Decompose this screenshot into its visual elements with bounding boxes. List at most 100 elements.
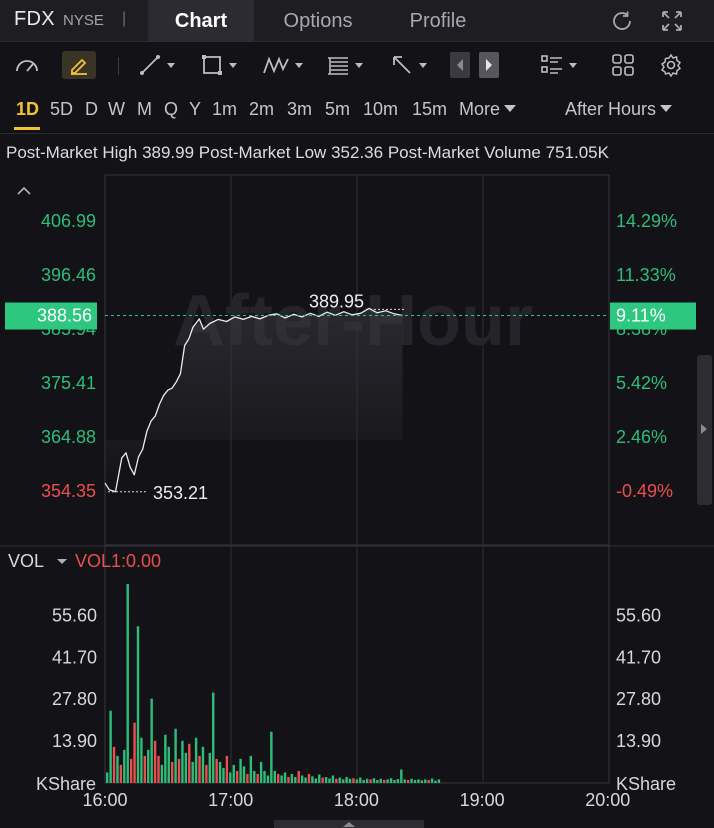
time-axis-label: 20:00 bbox=[585, 790, 630, 810]
volume-bar bbox=[324, 776, 328, 783]
volume-bar bbox=[136, 626, 140, 783]
price-axis-label-left: 406.99 bbox=[41, 211, 96, 231]
volume-bar bbox=[239, 758, 242, 783]
timeframe-y[interactable]: Y bbox=[189, 99, 202, 119]
grid-tool[interactable] bbox=[611, 51, 635, 79]
volume-bar bbox=[242, 766, 246, 783]
volume-bar bbox=[208, 752, 211, 783]
volume-bar bbox=[417, 779, 420, 783]
volume-bar bbox=[290, 773, 294, 783]
timeframe-w[interactable]: W bbox=[108, 99, 125, 119]
timeframe-15m[interactable]: 15m bbox=[412, 99, 448, 119]
volume-axis-label-left: 55.60 bbox=[52, 605, 97, 625]
post-market-stats: Post-Market High 389.99 Post-Market Low … bbox=[6, 143, 609, 163]
volume-bar bbox=[437, 779, 441, 783]
volume-bar bbox=[307, 773, 311, 783]
pattern-icon bbox=[263, 56, 289, 74]
volume-bar bbox=[218, 761, 222, 783]
drawing-toolbar bbox=[0, 43, 714, 87]
ticker-symbol: FDX bbox=[14, 8, 55, 30]
volume-unit-right: KShare bbox=[616, 774, 676, 794]
volume-bar bbox=[112, 746, 116, 783]
fibonacci-icon bbox=[328, 57, 348, 75]
volume-bar bbox=[198, 755, 201, 783]
trendline-tool[interactable] bbox=[138, 51, 175, 79]
volume-bar bbox=[263, 770, 266, 783]
volume-panel-label: VOL bbox=[8, 551, 44, 571]
timeframe-m[interactable]: M bbox=[137, 99, 152, 119]
layout-list-icon bbox=[541, 55, 562, 74]
tab-profile[interactable]: Profile bbox=[409, 10, 467, 32]
timeframe-1m[interactable]: 1m bbox=[212, 99, 238, 119]
volume-bar bbox=[280, 775, 283, 783]
refresh-icon[interactable] bbox=[610, 9, 634, 33]
exchange-label: NYSE bbox=[63, 12, 104, 29]
volume-bar bbox=[140, 737, 143, 783]
volume-bar bbox=[153, 740, 157, 783]
volume-bar bbox=[362, 779, 365, 783]
volume-bar bbox=[406, 779, 410, 783]
timeframe-2m[interactable]: 2m bbox=[249, 99, 275, 119]
session-caret-icon bbox=[660, 105, 673, 112]
volume-axis-label-right: 41.70 bbox=[616, 647, 661, 667]
time-axis-label: 17:00 bbox=[208, 790, 253, 810]
volume-bar bbox=[215, 758, 218, 783]
pattern-caret bbox=[295, 62, 303, 68]
volume-bar bbox=[379, 778, 382, 783]
volume-bar bbox=[383, 779, 386, 783]
timeframe-1d[interactable]: 1D bbox=[16, 99, 40, 119]
rectangle-tool[interactable] bbox=[200, 51, 237, 79]
settings-tool[interactable] bbox=[659, 51, 683, 79]
timeframe-10m[interactable]: 10m bbox=[363, 99, 399, 119]
fullscreen-icon[interactable] bbox=[660, 9, 684, 33]
price-volume-chart[interactable]: After-Hour406.99396.46385.94375.41364.88… bbox=[0, 170, 714, 828]
price-axis-label-left: 354.35 bbox=[41, 481, 96, 501]
top-bar: FDX NYSE | Chart Options Profile bbox=[0, 0, 714, 42]
pen-tool[interactable] bbox=[62, 51, 96, 79]
chart-area[interactable]: After-Hour406.99396.46385.94375.41364.88… bbox=[0, 170, 714, 828]
timeframe-3m[interactable]: 3m bbox=[287, 99, 313, 119]
price-area-fill bbox=[105, 308, 403, 492]
price-axis-label-left: 396.46 bbox=[41, 265, 96, 285]
price-axis-label-left: 375.41 bbox=[41, 373, 96, 393]
volume-bar bbox=[256, 773, 259, 783]
volume-bar bbox=[129, 758, 133, 783]
volume-axis-label-right: 55.60 bbox=[616, 605, 661, 625]
volume-bar bbox=[232, 764, 235, 783]
volume-axis-label-left: 27.80 bbox=[52, 689, 97, 709]
volume-bar bbox=[311, 776, 314, 783]
volume-bar bbox=[355, 779, 359, 783]
arrow-icon bbox=[393, 56, 411, 74]
volume-bar bbox=[194, 737, 198, 783]
timeframe-5m[interactable]: 5m bbox=[325, 99, 351, 119]
volume-indicator-label: VOL1:0.00 bbox=[75, 551, 161, 571]
timeframe-d[interactable]: D bbox=[85, 99, 98, 119]
volume-bar bbox=[331, 775, 335, 783]
more-dropdown[interactable]: More bbox=[459, 99, 517, 120]
layout-list-tool[interactable] bbox=[540, 51, 577, 79]
volume-bar bbox=[318, 774, 321, 783]
prev-button[interactable] bbox=[450, 52, 470, 78]
volume-value: 751.05K bbox=[545, 143, 609, 162]
fibonacci-tool[interactable] bbox=[326, 51, 363, 79]
volume-bar bbox=[167, 746, 170, 783]
volume-bar bbox=[177, 758, 181, 783]
session-label: After Hours bbox=[565, 99, 657, 119]
tab-chart[interactable]: Chart bbox=[148, 0, 254, 42]
timeframe-5d[interactable]: 5D bbox=[50, 99, 74, 119]
volume-bar bbox=[304, 777, 307, 783]
volume-bar bbox=[109, 710, 112, 783]
timeframe-q[interactable]: Q bbox=[164, 99, 179, 119]
pattern-tool[interactable] bbox=[262, 51, 303, 79]
tab-options[interactable]: Options bbox=[283, 10, 353, 32]
next-button[interactable] bbox=[479, 52, 499, 78]
price-axis-label-left: 364.88 bbox=[41, 427, 96, 447]
volume-bar bbox=[259, 761, 263, 783]
low-marker-label: 353.21 bbox=[153, 483, 208, 503]
volume-bar bbox=[147, 749, 150, 783]
volume-bar bbox=[229, 772, 232, 783]
session-dropdown[interactable]: After Hours bbox=[565, 99, 673, 120]
arrow-tool[interactable] bbox=[390, 51, 427, 79]
gauge-tool[interactable] bbox=[14, 51, 40, 79]
volume-bar bbox=[359, 777, 362, 783]
